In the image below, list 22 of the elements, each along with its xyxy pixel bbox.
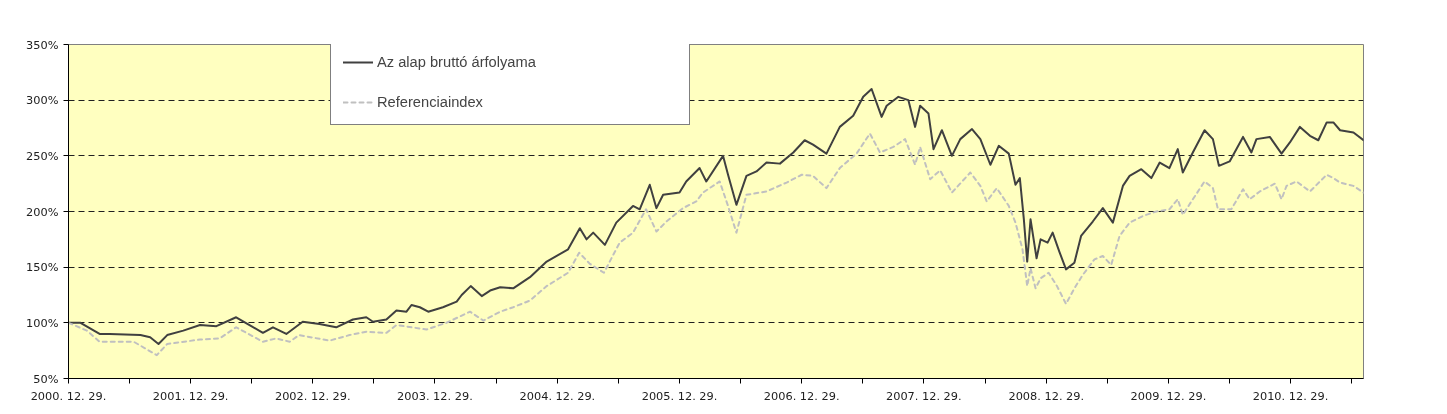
x-tick-label: 2010. 12. 29.: [1252, 388, 1329, 403]
x-tick-label: 2005. 12. 29.: [641, 388, 718, 403]
x-tick-label: 2008. 12. 29.: [1008, 388, 1085, 403]
legend-label: Referenciaindex: [377, 94, 484, 110]
y-tick-label: 200%: [26, 204, 59, 219]
y-tick-label: 100%: [26, 315, 59, 330]
legend-label: Az alap bruttó árfolyama: [377, 54, 537, 70]
x-tick-label: 2004. 12. 29.: [519, 388, 596, 403]
y-tick-label: 50%: [33, 371, 59, 386]
line-series: [68, 88, 1364, 345]
x-tick-label: 2003. 12. 29.: [397, 388, 473, 403]
y-tick-label: 250%: [26, 148, 59, 163]
x-tick-label: 2006. 12. 29.: [763, 388, 840, 403]
line-series: [68, 132, 1364, 357]
x-tick-label: 2009. 12. 29.: [1130, 388, 1207, 403]
y-tick-label: 150%: [26, 260, 59, 275]
x-tick-label: 2000. 12. 29.: [30, 388, 107, 403]
y-tick-label: 300%: [26, 93, 59, 108]
x-tick-label: 2007. 12. 29.: [885, 388, 962, 403]
x-tick-label: 2001. 12. 29.: [152, 388, 229, 403]
x-tick-label: 2002. 12. 29.: [274, 388, 351, 403]
y-tick-label: 350%: [26, 37, 59, 52]
